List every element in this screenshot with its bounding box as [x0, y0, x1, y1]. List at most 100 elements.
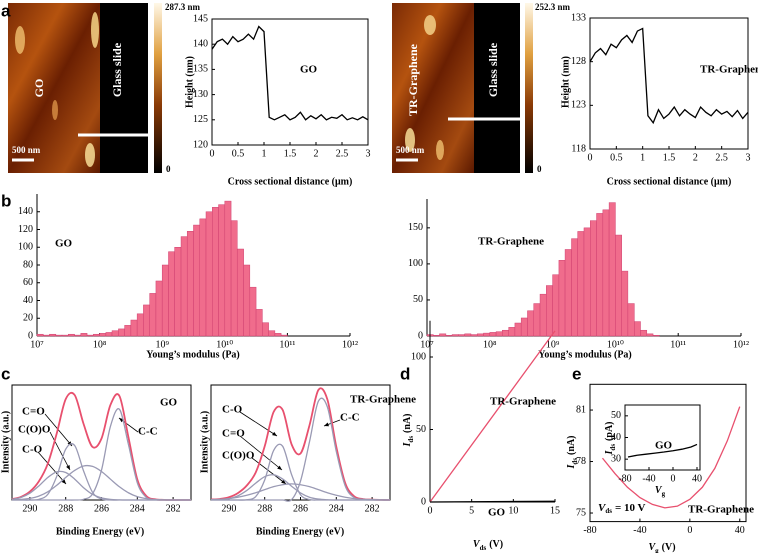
line-series — [210, 397, 390, 502]
arrow-head — [281, 479, 286, 484]
symbol: I — [402, 441, 413, 447]
colorbar-min: 0 — [537, 164, 542, 174]
x-tick-label: 284 — [130, 503, 145, 514]
subscript: g — [655, 547, 659, 553]
bar — [445, 335, 453, 337]
x-tick-label: 2 — [693, 152, 698, 163]
bar — [55, 334, 63, 337]
panel-label: d — [400, 364, 410, 383]
colorbar-max: 252.3 nm — [535, 2, 571, 12]
y-tick-label: 120 — [193, 139, 208, 150]
line-series — [589, 27, 749, 125]
bar — [451, 334, 459, 337]
scale-label: 500 nm — [396, 145, 425, 155]
substrate-label: Glass slide — [486, 42, 500, 97]
bar — [596, 213, 604, 337]
bar — [255, 309, 263, 337]
arrow-head — [324, 422, 329, 427]
panel-label: a — [1, 1, 11, 20]
chart: 10⁷ 10⁸ 10⁹ 10¹⁰ 10¹¹ 10¹² 0 20 40 60 80 100 120 140 — [18, 194, 358, 350]
bar — [161, 264, 169, 337]
bar — [640, 329, 648, 337]
subscript: ds — [407, 436, 415, 443]
chart: 0 0.5 1 1.5 2 2.5 3 118 123 128 133 — [571, 12, 751, 163]
bar — [249, 286, 257, 337]
bar — [236, 248, 244, 337]
symbol: I — [604, 449, 615, 455]
y-tick-label: 20 — [23, 313, 33, 324]
bar — [558, 260, 566, 337]
line-series — [627, 443, 698, 458]
y-tick-label: 100 — [411, 351, 426, 362]
panel-label: c — [1, 364, 10, 383]
annotation: C-C — [340, 412, 360, 424]
y-tick-label: 50 — [413, 294, 423, 305]
subscript: ds — [480, 544, 487, 552]
bar — [476, 333, 484, 337]
y-tick-label: 133 — [571, 12, 586, 23]
bar — [168, 251, 175, 337]
bar — [262, 322, 269, 337]
bar — [495, 331, 503, 337]
bar — [583, 227, 591, 337]
x-tick-label: -80 — [618, 473, 631, 484]
bar — [571, 238, 578, 337]
y-axis-label: Ids (pA) — [604, 422, 616, 456]
subscript: ds — [571, 458, 579, 465]
plot-frame — [589, 383, 747, 523]
bar — [470, 334, 478, 337]
bar — [136, 313, 144, 337]
chart: 290 288 286 284 282 — [210, 384, 391, 514]
arrow-head — [61, 479, 66, 484]
x-axis-label: Cross sectional distance (μm) — [607, 176, 732, 187]
y-tick-label: 125 — [193, 114, 208, 125]
arrow-head — [272, 431, 277, 436]
bar — [36, 333, 44, 337]
bar — [212, 207, 219, 337]
subscript: ds — [605, 507, 612, 515]
annotation: Vds = 10 V — [598, 502, 646, 515]
unit: (pA) — [604, 422, 615, 441]
bar — [527, 310, 534, 337]
y-tick-label: 60 — [23, 277, 33, 288]
symbol: V — [598, 502, 607, 514]
unit: = 10 V — [615, 502, 646, 514]
x-tick-label: 0 — [210, 148, 215, 159]
bar — [433, 335, 440, 337]
chart: 10⁷ 10⁸ 10⁹ 10¹⁰ 10¹¹ 10¹² 0 50 100 150 — [408, 199, 749, 350]
substrate-label: Glass slide — [110, 42, 124, 97]
bar — [224, 200, 232, 337]
x-axis-label: Cross sectional distance (μm) — [228, 176, 353, 187]
x-tick-label: 10¹⁰ — [216, 339, 233, 350]
y-tick-label: 135 — [193, 64, 208, 75]
x-axis-label: Binding Energy (eV) — [56, 526, 144, 537]
y-axis-label: Ids (nA) — [566, 436, 578, 470]
bar — [458, 334, 465, 337]
panel-label: b — [1, 191, 11, 210]
x-tick-label: 282 — [365, 503, 380, 514]
x-tick-label: 2 — [314, 148, 319, 159]
x-tick-label: 0 — [588, 152, 593, 163]
y-axis-label: Height (nm) — [184, 56, 195, 108]
x-tick-label: 10¹¹ — [279, 339, 295, 350]
arrow — [49, 431, 71, 471]
bar — [80, 333, 88, 337]
x-tick-label: -80 — [583, 525, 596, 536]
line-series — [429, 330, 556, 503]
bar — [439, 333, 447, 337]
y-tick-label: 80 — [23, 259, 33, 270]
bar — [621, 270, 629, 337]
annotation: TR-Graphene — [490, 396, 556, 408]
bar — [111, 330, 119, 337]
plot-frame — [589, 17, 749, 150]
y-tick-label: 0 — [28, 330, 33, 341]
x-tick-label: -40 — [633, 525, 646, 536]
bar — [118, 328, 125, 337]
subscript: ds — [609, 444, 617, 451]
x-tick-label: 5 — [469, 505, 474, 516]
plot-frame — [624, 404, 701, 471]
bar — [602, 209, 610, 337]
y-axis-label: Intensity (a.u.) — [0, 411, 11, 474]
x-tick-label: 10¹⁰ — [607, 339, 624, 350]
bar — [74, 334, 82, 337]
